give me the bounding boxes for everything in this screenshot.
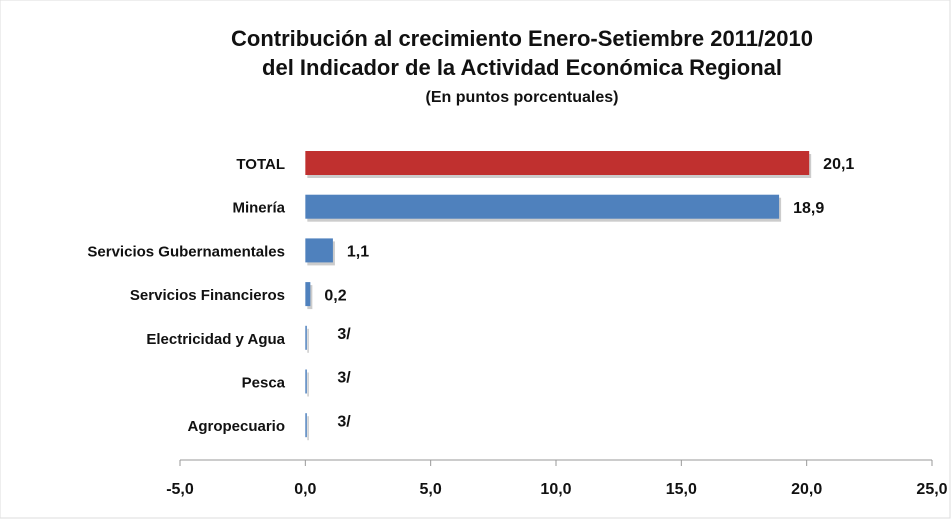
y-tick-label: TOTAL [236, 156, 285, 173]
x-tick-label: 20,0 [791, 481, 822, 498]
y-tick-label: Servicios Gubernamentales [87, 243, 285, 260]
x-tick-label: 15,0 [666, 481, 697, 498]
value-label: 0,2 [324, 287, 346, 304]
note-label: 3/ [337, 370, 351, 387]
bar-shadow [307, 328, 309, 353]
bar-shadow [307, 372, 309, 397]
bar [305, 238, 333, 263]
note-label: 3/ [337, 326, 351, 343]
y-tick-label: Servicios Financieros [130, 287, 285, 304]
y-tick-label: Electricidad y Agua [146, 331, 285, 348]
x-tick-label: 0,0 [294, 481, 316, 498]
bar-shadow [307, 416, 309, 441]
bar [305, 369, 307, 394]
x-tick-label: -5,0 [166, 481, 194, 498]
y-tick-label: Agropecuario [187, 418, 285, 435]
chart-title-line2: del Indicador de la Actividad Económica … [262, 55, 782, 80]
value-label: 20,1 [823, 156, 854, 173]
y-tick-label: Pesca [242, 374, 286, 391]
note-label: 3/ [337, 413, 351, 430]
value-label: 1,1 [347, 244, 369, 261]
x-tick-label: 5,0 [420, 481, 442, 498]
bar [305, 282, 311, 307]
chart-title: Contribución al crecimiento Enero-Setiem… [231, 26, 813, 51]
bar [305, 413, 307, 438]
y-tick-label: Minería [232, 200, 285, 217]
bar [305, 194, 780, 219]
chart-subtitle: (En puntos porcentuales) [426, 89, 619, 106]
bar [305, 325, 307, 350]
value-label: 18,9 [793, 200, 824, 217]
x-tick-label: 25,0 [916, 481, 947, 498]
bar [305, 151, 810, 175]
x-tick-label: 10,0 [540, 481, 571, 498]
